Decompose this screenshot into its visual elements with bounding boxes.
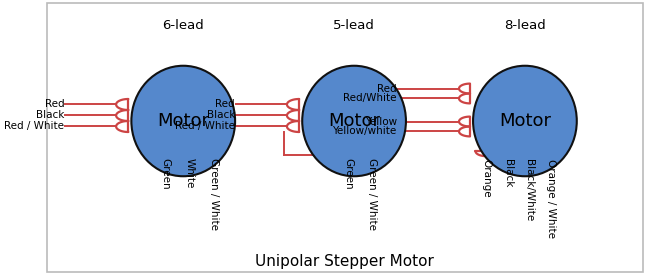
Text: Black: Black [504,159,514,187]
Text: Unipolar Stepper Motor: Unipolar Stepper Motor [255,254,434,269]
Text: Red / White: Red / White [5,122,64,131]
Text: 5-lead: 5-lead [333,19,375,32]
Text: 6-lead: 6-lead [162,19,204,32]
Text: Black/White: Black/White [524,159,534,221]
Ellipse shape [473,66,577,176]
Text: Black: Black [207,111,235,120]
Ellipse shape [302,66,406,176]
Text: Motor: Motor [157,112,209,130]
Text: Green / White: Green / White [367,158,378,230]
Text: Red/White: Red/White [343,94,396,103]
Text: Green: Green [343,158,353,190]
Text: Yellow: Yellow [365,117,396,126]
Text: Red: Red [45,100,64,109]
Text: Motor: Motor [328,112,380,130]
Text: Red: Red [377,84,396,94]
Text: Orange: Orange [482,159,491,197]
Text: Green: Green [160,158,170,190]
Text: White: White [185,158,194,188]
Ellipse shape [131,66,235,176]
Text: Green / White: Green / White [209,158,219,230]
Text: Black: Black [36,111,64,120]
Text: 8-lead: 8-lead [504,19,546,32]
Text: Motor: Motor [499,112,551,130]
Text: Yellow/white: Yellow/white [333,126,396,136]
Text: Red / White: Red / White [175,122,235,131]
Text: Orange / White: Orange / White [546,159,556,238]
Text: Red: Red [215,100,235,109]
